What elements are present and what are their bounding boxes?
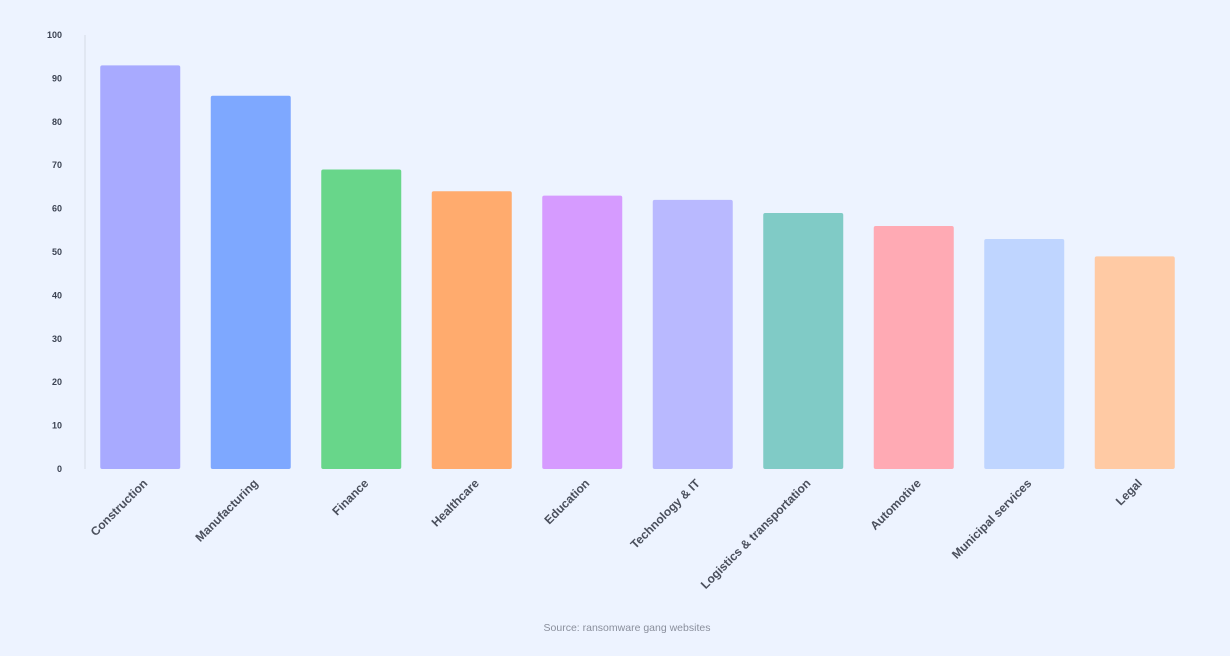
x-tick-label: Education <box>541 476 592 527</box>
x-tick-label: Legal <box>1113 476 1145 508</box>
x-tick-label: Manufacturing <box>193 476 261 544</box>
x-tick-label: Automotive <box>867 476 924 533</box>
x-tick-label: Healthcare <box>429 476 483 530</box>
y-tick-label: 50 <box>52 247 62 257</box>
bar-logistics-transportation <box>763 212 844 469</box>
y-tick-label: 70 <box>52 160 62 170</box>
y-tick-label: 40 <box>52 290 62 300</box>
x-tick-label: Municipal services <box>949 476 1035 562</box>
x-tick-label: Logistics & transportation <box>698 476 814 592</box>
bar-education <box>542 195 623 469</box>
y-tick-label: 100 <box>47 30 62 40</box>
bar-healthcare <box>431 191 512 470</box>
source-note: Source: ransomware gang websites <box>543 622 711 634</box>
x-tick-label: Construction <box>88 476 151 539</box>
bar-chart: 0 10 20 30 40 50 60 70 80 90 100 Construction Manufa… <box>47 30 1175 592</box>
bar-automotive <box>873 225 954 469</box>
y-tick-label: 30 <box>52 334 62 344</box>
y-tick-label: 10 <box>52 421 62 431</box>
bar-manufacturing <box>210 95 291 469</box>
y-tick-label: 80 <box>52 117 62 127</box>
bar-legal <box>1094 256 1175 469</box>
bar-technology-it <box>652 199 733 470</box>
y-tick-label: 20 <box>52 377 62 387</box>
y-tick-label: 90 <box>52 73 62 83</box>
bar-finance <box>321 169 402 470</box>
y-tick-label: 0 <box>57 464 62 474</box>
bar-municipal-services <box>984 238 1065 469</box>
x-tick-label: Finance <box>329 476 371 518</box>
bar-construction <box>100 65 181 469</box>
x-tick-label: Technology & IT <box>628 476 704 552</box>
y-tick-label: 60 <box>52 204 62 214</box>
